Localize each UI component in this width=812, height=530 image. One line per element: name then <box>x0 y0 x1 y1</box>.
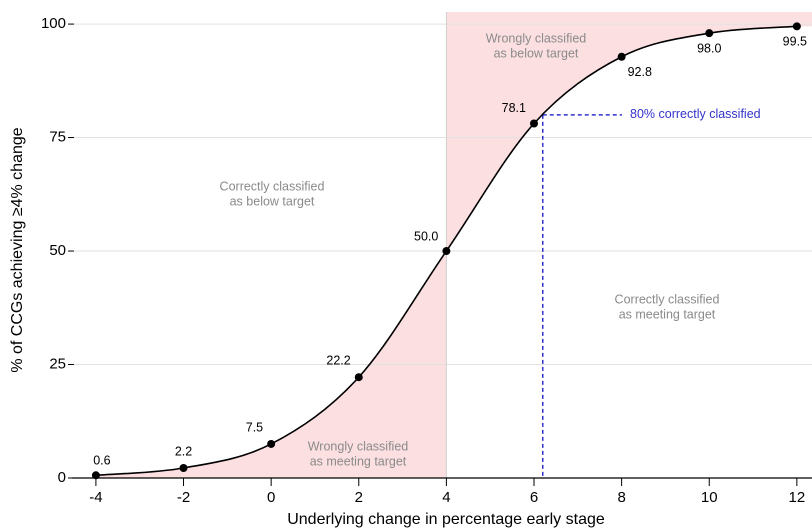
region-label: as meeting target <box>619 307 716 321</box>
x-axis-title: Underlying change in percentage early st… <box>287 511 605 528</box>
data-point <box>530 119 538 128</box>
y-tick-label: 0 <box>58 469 66 486</box>
data-point <box>91 471 100 480</box>
data-label: 50.0 <box>414 229 438 243</box>
data-label: 2.2 <box>175 444 192 458</box>
data-point <box>442 247 451 256</box>
data-label: 78.1 <box>502 101 526 115</box>
region-label: Correctly classified <box>615 292 720 306</box>
data-point <box>179 464 188 473</box>
x-tick-label: 10 <box>701 489 718 506</box>
x-tick-label: 2 <box>355 489 363 506</box>
y-tick-label: 25 <box>49 355 66 372</box>
data-point <box>267 439 276 448</box>
data-label: 92.8 <box>628 65 652 79</box>
region-label: Wrongly classified <box>486 31 587 45</box>
threshold-label: 80% correctly classified <box>630 107 761 121</box>
x-tick-label: -2 <box>177 489 190 506</box>
background-layer <box>95 12 812 478</box>
y-tick-label: 50 <box>49 242 66 259</box>
x-tick-label: 6 <box>530 489 538 506</box>
data-label: 0.6 <box>93 454 110 468</box>
region-label: as below target <box>230 194 315 208</box>
data-point <box>792 22 801 31</box>
x-tick-label: 12 <box>789 489 806 506</box>
region-label: Wrongly classified <box>308 439 409 453</box>
x-tick-label: 4 <box>442 489 450 506</box>
y-tick-label: 100 <box>41 15 66 32</box>
region-label: Correctly classified <box>220 179 325 193</box>
data-label: 98.0 <box>697 41 721 55</box>
data-point <box>705 29 714 38</box>
y-tick-label: 75 <box>49 129 66 146</box>
data-point <box>354 373 363 382</box>
shaded-region <box>446 12 812 252</box>
y-axis-title: % of CCGs achieving ≥4% change <box>9 127 26 372</box>
x-tick-label: 0 <box>267 489 275 506</box>
x-tick-label: -4 <box>89 489 102 506</box>
data-label: 22.2 <box>326 354 350 368</box>
region-label: as below target <box>494 46 579 60</box>
data-label: 7.5 <box>246 420 263 434</box>
shaded-region <box>95 251 447 478</box>
data-point <box>617 52 626 61</box>
x-tick-label: 8 <box>617 489 625 506</box>
region-label: as meeting target <box>310 454 407 468</box>
data-label: 99.5 <box>783 35 807 49</box>
